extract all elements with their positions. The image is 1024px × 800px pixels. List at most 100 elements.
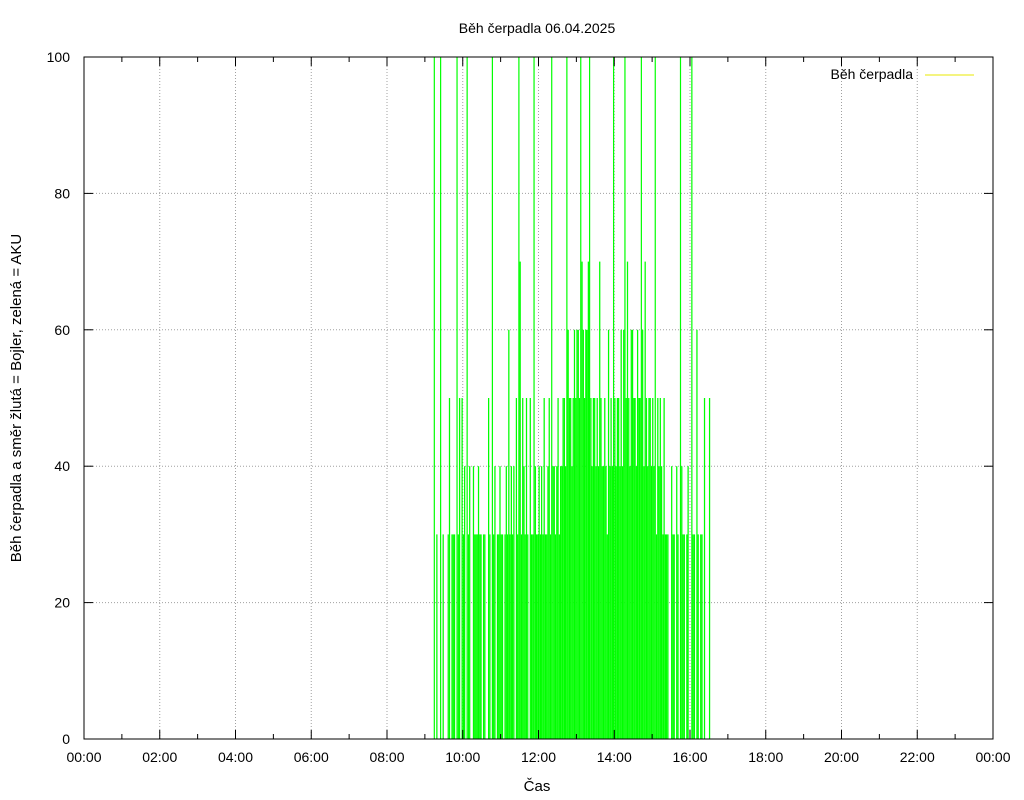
data-bar <box>572 398 574 739</box>
x-tick-label: 14:00 <box>597 749 632 765</box>
x-axis-tick-labels: 00:00 02:00 04:00 06:00 08:00 10:00 12:00 14:00… <box>66 749 1010 765</box>
data-bar <box>532 534 534 739</box>
data-bar <box>535 534 538 739</box>
x-tick-label: 16:00 <box>672 749 707 765</box>
data-bar <box>570 398 572 739</box>
data-bar <box>557 398 559 739</box>
data-bar <box>692 534 694 739</box>
data-bar <box>653 466 655 739</box>
data-bar <box>522 398 524 739</box>
data-bar <box>633 398 635 739</box>
x-tick-label: 22:00 <box>900 749 935 765</box>
data-bar <box>469 466 471 739</box>
data-bar <box>659 398 661 739</box>
data-bar <box>493 534 495 739</box>
data-bar <box>539 534 542 739</box>
data-bar <box>566 57 568 739</box>
data-bar <box>479 534 481 739</box>
data-bar <box>691 57 693 739</box>
data-bar <box>466 57 468 739</box>
data-bar <box>575 398 577 739</box>
data-bar <box>585 329 587 739</box>
data-bar <box>618 398 620 739</box>
data-bar <box>667 534 669 739</box>
data-bar <box>462 534 465 739</box>
data-bar <box>594 398 596 739</box>
data-bar <box>549 534 552 739</box>
legend: Běh čerpadla <box>830 66 974 82</box>
data-bar <box>650 466 653 739</box>
data-bar <box>541 466 543 739</box>
data-bar <box>518 57 520 739</box>
y-tick-label: 100 <box>47 49 71 65</box>
data-bar <box>544 534 547 739</box>
data-bar <box>565 466 567 739</box>
data-bar <box>552 466 554 739</box>
x-tick-label: 12:00 <box>521 749 556 765</box>
data-bar <box>451 534 453 739</box>
data-bar <box>530 534 533 739</box>
data-bar <box>474 534 476 739</box>
data-bar <box>708 398 711 739</box>
data-bar <box>523 466 525 739</box>
data-bar <box>553 466 555 739</box>
data-series <box>433 57 711 739</box>
data-bar <box>693 534 696 739</box>
data-bar <box>529 398 531 739</box>
data-bar <box>643 466 645 739</box>
data-bar <box>498 534 500 739</box>
data-bar <box>582 329 584 739</box>
data-bar <box>614 398 616 739</box>
data-bar <box>677 534 679 739</box>
data-bar <box>605 466 607 739</box>
x-tick-label: 10:00 <box>445 749 480 765</box>
data-bar <box>500 534 502 739</box>
data-bar <box>602 466 605 739</box>
data-bar <box>626 261 629 739</box>
data-bar <box>520 534 523 739</box>
data-bar <box>433 57 435 739</box>
data-bar <box>542 534 544 739</box>
data-bar <box>658 466 660 739</box>
data-bar <box>558 534 560 739</box>
data-bar <box>562 398 564 739</box>
data-bar <box>604 398 606 739</box>
data-bar <box>567 329 569 739</box>
data-bar <box>527 534 529 739</box>
data-bar <box>647 466 649 739</box>
y-tick-label: 0 <box>62 731 70 747</box>
data-bar <box>537 534 539 739</box>
y-tick-label: 20 <box>54 595 70 611</box>
data-bar <box>649 398 651 739</box>
data-bar <box>697 534 699 739</box>
data-bar <box>660 466 663 739</box>
data-bar <box>525 398 528 739</box>
data-bar <box>543 398 545 739</box>
x-tick-label: 08:00 <box>369 749 404 765</box>
data-bar <box>499 466 501 739</box>
data-bar <box>615 466 617 739</box>
data-bar <box>458 398 461 739</box>
data-bar <box>578 398 581 739</box>
data-bar <box>501 534 504 739</box>
data-bar <box>563 398 566 739</box>
data-bar <box>625 398 627 739</box>
data-bar <box>696 329 698 739</box>
data-bar <box>590 398 592 739</box>
data-bar <box>644 261 646 739</box>
data-bar <box>524 534 526 739</box>
data-bar <box>573 329 576 739</box>
data-bar <box>568 398 571 739</box>
data-bar <box>583 398 586 739</box>
x-tick-label: 00:00 <box>66 749 101 765</box>
data-bar <box>623 329 625 739</box>
data-bar <box>630 329 632 739</box>
data-bar <box>624 57 626 739</box>
data-bar <box>457 534 459 739</box>
data-bar <box>683 534 685 739</box>
data-bar <box>700 534 702 739</box>
data-bar <box>629 466 631 739</box>
data-bar <box>467 534 470 739</box>
data-bar <box>600 398 602 739</box>
data-bar <box>488 398 490 739</box>
